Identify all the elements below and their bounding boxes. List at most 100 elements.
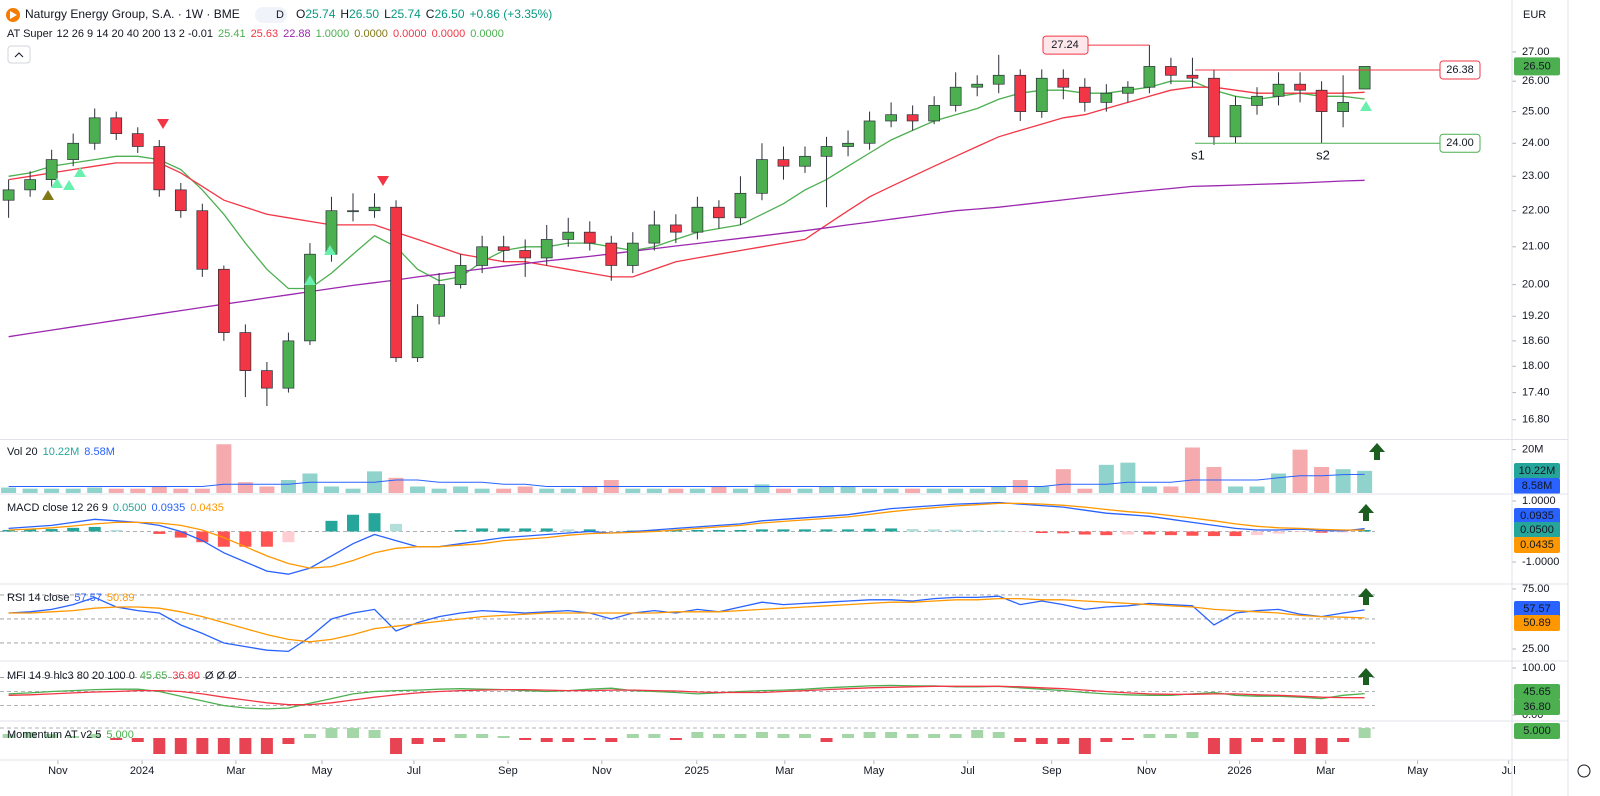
momentum-bar [562,738,575,742]
macd-histogram [45,529,58,532]
line [8,597,1365,643]
momentum-bar [239,738,252,754]
macd-histogram [1100,531,1113,536]
legend-value: 45.65 [140,670,168,682]
x-tick-label: May [312,765,333,777]
level-label: 24.00 [1446,137,1474,149]
candle-body [863,120,876,144]
volume-bar [775,488,791,493]
value-badge [1514,723,1560,739]
momentum-bar [949,734,962,738]
pane-title: MFI 14 9 hlc3 80 20 100 0 [7,670,135,682]
momentum-bar [303,734,316,738]
candle-body [799,155,811,167]
volume-bar [646,488,662,493]
volume-bar [517,486,533,493]
momentum-bar [368,730,381,738]
buy-signal [324,245,336,255]
macd-histogram [691,529,704,532]
momentum-bar [712,734,725,738]
value-badge-label: 50.89 [1523,617,1551,629]
collapse-button[interactable] [7,45,31,64]
macd-histogram [562,529,575,532]
y-tick-label: 18.00 [1522,360,1550,372]
swing-label: s2 [1316,147,1330,162]
volume-bar [625,488,641,493]
logo-mark [10,11,17,19]
momentum-bar [906,734,919,738]
macd-histogram [1143,531,1156,535]
macd-histogram [1251,531,1264,536]
value-badge-label: 10.22M [1519,465,1556,477]
candle-body [842,142,854,147]
macd-histogram [454,529,467,532]
momentum-bar [1100,738,1113,742]
y-tick-label: 25.00 [1522,643,1550,655]
macd-histogram [1078,531,1091,535]
momentum-bar [346,728,359,738]
momentum-bar [454,734,467,738]
volume-bar [323,486,339,493]
buy-signal [304,275,316,285]
legend-value: 0.0935 [152,502,186,514]
volume-bar [883,488,899,493]
momentum-bar [863,732,876,738]
candle-body [971,83,984,88]
settings-icon[interactable] [1577,764,1591,778]
volume-bar [905,488,921,493]
candle-body [1165,66,1177,76]
x-tick-label: May [1407,765,1428,777]
candle-body [390,206,402,359]
x-tick-label: Nov [1137,765,1157,777]
volume-bar [840,486,856,493]
line [8,86,1365,278]
volume-bar [1184,447,1200,493]
value-badge [1514,684,1560,700]
buy-signal [74,167,86,177]
volume-bar [1357,470,1373,493]
macd-histogram [174,531,187,538]
indicator-value: 0.0000 [432,28,466,40]
badge-bg [255,7,287,23]
volume-bar [302,473,318,493]
x-tick-label: 2024 [130,765,154,777]
volume-bar [259,486,275,493]
candle-body [196,210,209,270]
macd-histogram [1014,531,1027,533]
macd-histogram [110,529,123,532]
volume-bar [1163,486,1179,493]
macd-histogram [1121,531,1134,535]
momentum-bar [1186,732,1199,738]
macd-histogram [820,529,833,532]
volume-bar [926,488,942,493]
x-tick-label: Mar [775,765,794,777]
candle-body [992,74,1005,85]
volume-bar [819,486,835,493]
candle-body [131,133,144,147]
macd-histogram [1358,529,1371,532]
candle-body [906,114,919,122]
volume-bar [668,488,684,493]
status-badge: D [276,9,284,21]
last-price-label: 26.50 [1523,60,1551,72]
pane-title: Vol 20 [7,446,38,458]
macd-histogram [648,529,661,532]
macd-histogram [863,528,876,532]
value-badge-label: 0.0435 [1520,539,1554,551]
legend-value: 5.000 [106,729,134,741]
volume-bar [431,488,447,493]
indicator-value: 25.63 [251,28,279,40]
candle-body [1294,83,1306,91]
ohlc-value: 26.50 [349,7,379,21]
symbol-title: Naturgy Energy Group, S.A. · 1W · BME [25,7,240,21]
macd-histogram [949,529,962,532]
momentum-bar [885,732,898,738]
momentum-bar [196,738,209,754]
candle-body [67,142,80,160]
candle-body [734,192,747,219]
candle-body [583,231,596,244]
buy-signal [63,180,75,190]
y-tick-label: -1.0000 [1522,556,1559,568]
candle-body [368,206,381,212]
